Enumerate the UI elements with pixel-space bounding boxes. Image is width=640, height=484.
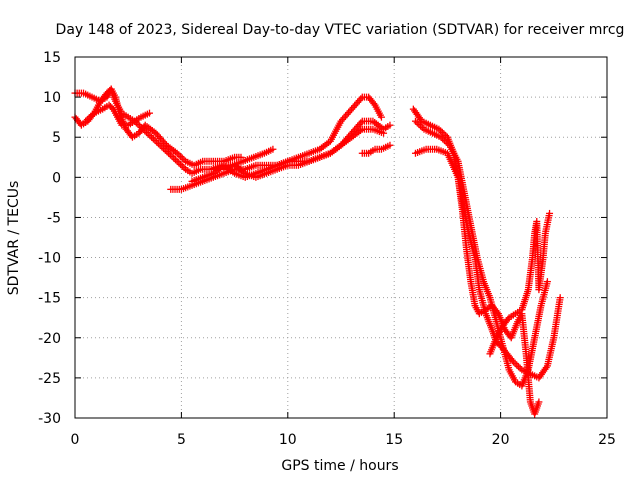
y-tick-label: 0 xyxy=(52,170,61,186)
x-axis-label: GPS time / hours xyxy=(281,458,398,474)
tick-layer: 0 5 10 15 20 25 -30 -25 -20 -15 -10 -5 0 5 10 15 xyxy=(38,50,616,448)
grid-layer xyxy=(75,57,607,418)
y-axis-label: SDTVAR / TECUs xyxy=(6,181,22,296)
y-tick-label: -25 xyxy=(38,371,61,387)
x-tick-label: 5 xyxy=(177,432,186,448)
y-tick-label: -10 xyxy=(38,251,61,267)
x-tick-label: 25 xyxy=(598,432,616,448)
x-tick-label: 10 xyxy=(279,432,297,448)
data-layer xyxy=(71,85,564,418)
y-tick-label: -5 xyxy=(47,210,61,226)
y-tick-label: 15 xyxy=(43,50,61,66)
chart-title: Day 148 of 2023, Sidereal Day-to-day VTE… xyxy=(56,22,625,38)
x-tick-label: 20 xyxy=(492,432,510,448)
y-tick-label: 10 xyxy=(43,90,61,106)
y-tick-label: -20 xyxy=(38,331,61,347)
y-tick-label: -30 xyxy=(38,411,61,427)
plot-frame xyxy=(74,56,608,419)
series-arc-6 xyxy=(220,117,394,181)
x-tick-label: 0 xyxy=(71,432,80,448)
series-arc-3 xyxy=(82,101,277,177)
series-arc-7 xyxy=(358,141,394,157)
series-arc-10 xyxy=(411,145,543,418)
x-tick-label: 15 xyxy=(385,432,403,448)
y-tick-label: -15 xyxy=(38,291,61,307)
y-tick-label: 5 xyxy=(52,130,61,146)
series-arc-11 xyxy=(486,209,554,358)
